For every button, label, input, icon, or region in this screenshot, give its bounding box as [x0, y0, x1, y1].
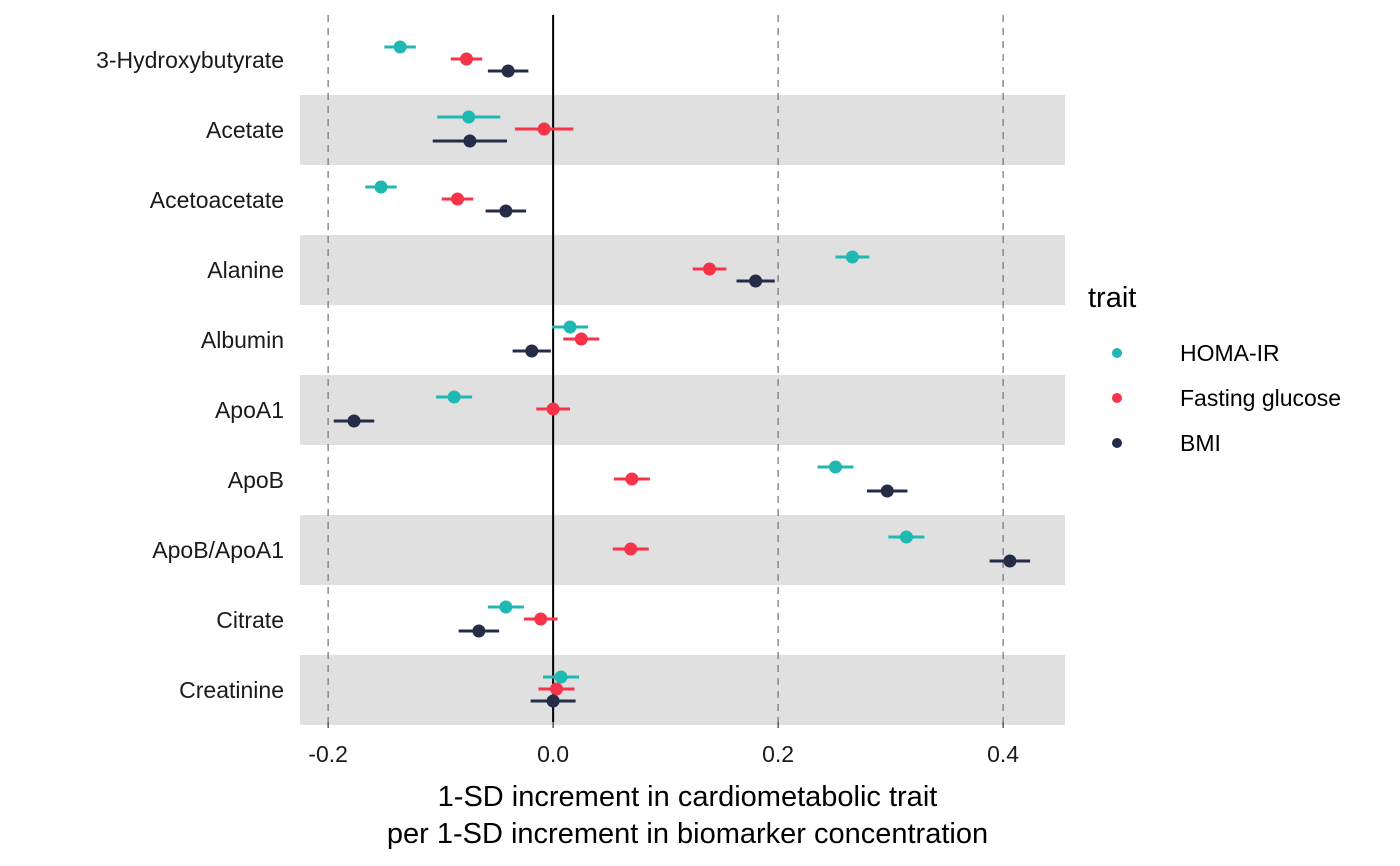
x-tick-label: -0.2 [308, 741, 348, 767]
legend-key [1112, 393, 1122, 403]
point-estimate [534, 612, 548, 626]
x-axis-title-line-1: 1-SD increment in cardiometabolic trait [438, 781, 938, 813]
point-estimate [462, 110, 476, 124]
point-estimate [880, 484, 894, 498]
x-tick-label: 0.4 [987, 741, 1019, 767]
point-estimate [550, 682, 563, 696]
point-estimate [537, 122, 551, 136]
point-estimate [899, 530, 913, 544]
legend-label: BMI [1180, 430, 1221, 456]
row-band [300, 95, 1065, 165]
point-estimate [499, 600, 513, 614]
point-estimate [374, 180, 388, 194]
y-tick-label: ApoB/ApoA1 [152, 537, 284, 563]
point-estimate [463, 134, 477, 148]
x-tick-label: 0.2 [762, 741, 794, 767]
point-estimate [563, 320, 577, 334]
point-estimate [1003, 554, 1017, 568]
row-band [300, 235, 1065, 305]
legend: trait HOMA-IR Fasting glucose BMI [1088, 282, 1341, 456]
y-axis-labels: 3-Hydroxybutyrate Acetate Acetoacetate Alan… [96, 47, 284, 703]
point-estimate [703, 262, 716, 276]
row-bands [300, 95, 1065, 725]
legend-title: trait [1088, 282, 1136, 314]
y-tick-label: ApoA1 [215, 397, 284, 423]
point-estimate [546, 694, 560, 708]
legend-items: HOMA-IR Fasting glucose BMI [1112, 340, 1341, 456]
y-tick-label: Albumin [201, 327, 284, 353]
point-estimate [546, 402, 560, 416]
point-estimate [451, 192, 464, 206]
point-estimate [574, 332, 588, 346]
x-axis-title-line-2: per 1-SD increment in biomarker concentr… [387, 818, 988, 850]
point-estimate [525, 344, 539, 358]
y-tick-label: Acetoacetate [150, 187, 284, 213]
point-estimate [501, 64, 515, 78]
legend-key [1112, 348, 1122, 358]
data-marks [333, 40, 1031, 708]
y-tick-label: Alanine [207, 257, 284, 283]
x-axis-ticks: -0.2 0.0 0.2 0.4 [308, 722, 1019, 767]
y-tick-label: 3-Hydroxybutyrate [96, 47, 284, 73]
y-tick-label: Creatinine [179, 677, 284, 703]
point-estimate [554, 670, 568, 684]
point-estimate [845, 250, 859, 264]
point-estimate [625, 472, 639, 486]
point-estimate [460, 52, 473, 66]
y-tick-label: Acetate [206, 117, 284, 143]
point-estimate [829, 460, 842, 474]
row-band [300, 515, 1065, 585]
legend-label: HOMA-IR [1180, 340, 1280, 366]
y-tick-label: Citrate [216, 607, 284, 633]
point-estimate [472, 624, 486, 638]
point-estimate [499, 204, 513, 218]
y-tick-label: ApoB [228, 467, 284, 493]
reference-lines [327, 15, 1004, 722]
row-band [300, 375, 1065, 445]
legend-key [1112, 438, 1122, 448]
legend-label: Fasting glucose [1180, 385, 1341, 411]
row-band [300, 655, 1065, 725]
point-estimate [447, 390, 461, 404]
x-tick-label: 0.0 [537, 741, 569, 767]
point-estimate [393, 40, 407, 54]
point-estimate [624, 542, 638, 556]
point-estimate [347, 414, 361, 428]
point-estimate [749, 274, 763, 288]
